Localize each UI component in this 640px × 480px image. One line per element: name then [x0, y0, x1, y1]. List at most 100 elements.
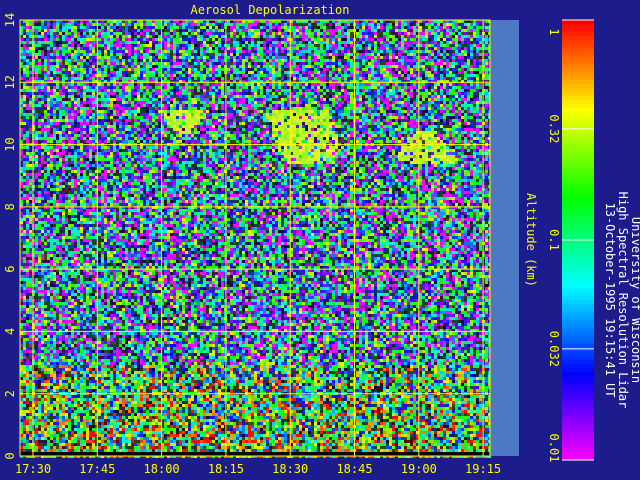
colorbar-segment: [562, 356, 594, 361]
colorbar-segment: [562, 184, 594, 189]
plot-grid: [19, 19, 491, 457]
colorbar-segment: [562, 228, 594, 233]
colorbar-segment: [562, 428, 594, 433]
colorbar-segment: [562, 432, 594, 437]
colorbar-segment: [562, 160, 594, 165]
colorbar-segment: [562, 308, 594, 313]
colorbar-segment: [562, 176, 594, 181]
colorbar-segment: [562, 272, 594, 277]
colorbar-segment: [562, 280, 594, 285]
y-tick-label: 8: [3, 203, 17, 210]
x-tick-label: 19:15: [465, 462, 501, 476]
x-tick-label: 19:00: [401, 462, 437, 476]
x-tick-label: 18:15: [208, 462, 244, 476]
colorbar-segment: [562, 456, 594, 461]
colorbar-segment: [562, 312, 594, 317]
x-tick-label: 18:00: [144, 462, 180, 476]
colorbar-segment: [562, 28, 594, 33]
colorbar-segment: [562, 100, 594, 105]
colorbar-segment: [562, 316, 594, 321]
colorbar-segment: [562, 452, 594, 457]
colorbar-segment: [562, 224, 594, 229]
colorbar-segment: [562, 400, 594, 405]
y-tick-label: 6: [3, 266, 17, 273]
colorbar-segment: [562, 68, 594, 73]
colorbar-segment: [562, 300, 594, 305]
colorbar-segment: [562, 200, 594, 205]
colorbar-segment: [562, 32, 594, 37]
colorbar-segment: [562, 268, 594, 273]
colorbar-segment: [562, 136, 594, 141]
colorbar-segment: [562, 344, 594, 349]
colorbar-segment: [562, 384, 594, 389]
colorbar-segment: [562, 440, 594, 445]
colorbar-segment: [562, 388, 594, 393]
y-tick-label: 12: [3, 75, 17, 89]
colorbar-tick-label: 0.032: [547, 331, 561, 367]
colorbar-segment: [562, 132, 594, 137]
colorbar-segment: [562, 256, 594, 261]
colorbar-segment: [562, 116, 594, 121]
colorbar-segment: [562, 204, 594, 209]
colorbar-segment: [562, 408, 594, 413]
colorbar: [562, 20, 594, 461]
colorbar-segment: [562, 240, 594, 245]
colorbar-segment: [562, 44, 594, 49]
colorbar-segment: [562, 392, 594, 397]
colorbar-segment: [562, 368, 594, 373]
y-tick-label: 2: [3, 390, 17, 397]
colorbar-segment: [562, 348, 594, 353]
plot-frame: [19, 19, 491, 457]
colorbar-segment: [562, 292, 594, 297]
colorbar-segment: [562, 40, 594, 45]
colorbar-segment: [562, 60, 594, 65]
colorbar-segment: [562, 264, 594, 269]
colorbar-segment: [562, 336, 594, 341]
colorbar-segment: [562, 88, 594, 93]
colorbar-segment: [562, 140, 594, 145]
colorbar-segment: [562, 372, 594, 377]
colorbar-segment: [562, 48, 594, 53]
colorbar-segment: [562, 64, 594, 69]
side-text-instrument: High Spectral Resolution Lidar: [616, 192, 630, 409]
x-tick-label: 18:30: [272, 462, 308, 476]
colorbar-segment: [562, 156, 594, 161]
colorbar-segment: [562, 144, 594, 149]
colorbar-segment: [562, 376, 594, 381]
colorbar-segment: [562, 380, 594, 385]
colorbar-segment: [562, 444, 594, 449]
colorbar-segment: [562, 244, 594, 249]
x-tick-label: 17:45: [79, 462, 115, 476]
colorbar-segment: [562, 332, 594, 337]
colorbar-segment: [562, 168, 594, 173]
colorbar-segment: [562, 276, 594, 281]
colorbar-segment: [562, 92, 594, 97]
colorbar-segment: [562, 152, 594, 157]
colorbar-segment: [562, 148, 594, 153]
colorbar-segment: [562, 404, 594, 409]
colorbar-segment: [562, 436, 594, 441]
colorbar-segment: [562, 324, 594, 329]
side-text-institution: University of Wisconsin: [629, 217, 640, 383]
colorbar-segment: [562, 416, 594, 421]
colorbar-tick-label: 0.1: [547, 229, 561, 251]
colorbar-segment: [562, 20, 594, 25]
colorbar-tick-label: 0.32: [547, 114, 561, 143]
colorbar-segment: [562, 52, 594, 57]
no-data-band: [490, 20, 519, 456]
colorbar-segment: [562, 112, 594, 117]
colorbar-segment: [562, 412, 594, 417]
colorbar-segment: [562, 208, 594, 213]
colorbar-segment: [562, 396, 594, 401]
colorbar-segment: [562, 72, 594, 77]
colorbar-segment: [562, 328, 594, 333]
chart-title: Aerosol Depolarization: [191, 3, 350, 17]
x-tick-labels: 17:30 17:45 18:00 18:15 18:30 18:45 19:00 19:15: [15, 462, 501, 476]
colorbar-segment: [562, 296, 594, 301]
colorbar-segment: [562, 172, 594, 177]
colorbar-segment: [562, 252, 594, 257]
y-tick-labels: 0 2 4 6 8 10 12 14: [3, 13, 17, 460]
colorbar-segment: [562, 288, 594, 293]
y-axis-label: Altitude (km): [524, 193, 538, 287]
